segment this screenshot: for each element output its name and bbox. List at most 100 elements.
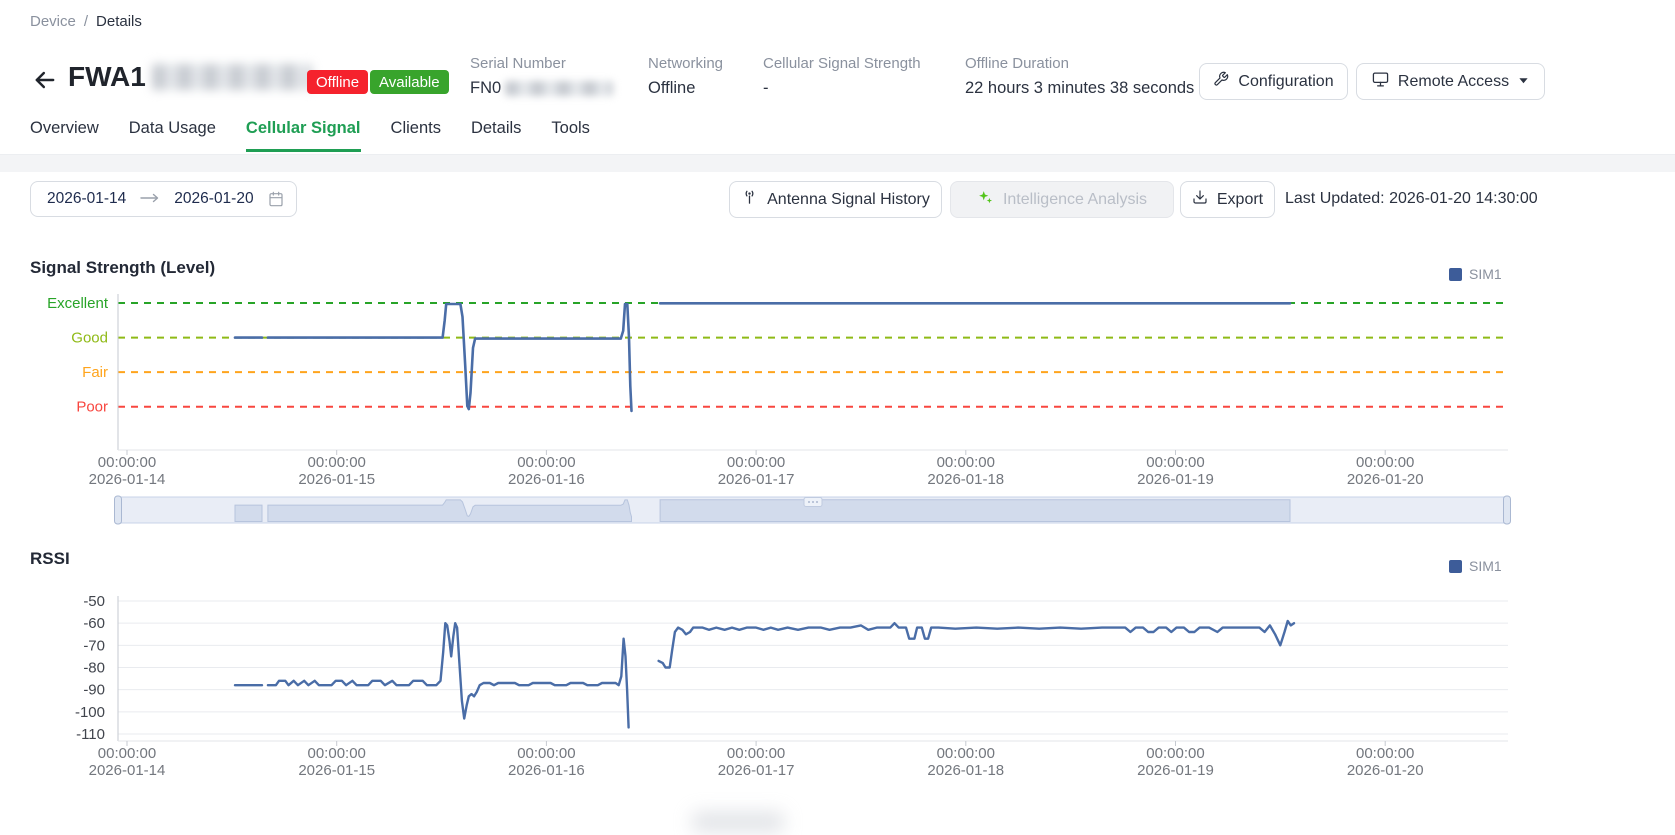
rssi-chart: -50 -60 -70 -80 -90 -100 -110: [75, 593, 1508, 743]
svg-text:2026-01-15: 2026-01-15: [298, 471, 375, 488]
antenna-icon: [741, 189, 758, 211]
tab-clients[interactable]: Clients: [390, 119, 441, 137]
sim1-rssi-series: [266, 622, 630, 729]
status-badge-offline: Offline: [307, 70, 369, 94]
sim1-level-series: [266, 302, 633, 413]
device-name-masked: [151, 64, 312, 90]
legend-swatch-sim1: [1449, 267, 1462, 281]
tab-cellular-signal[interactable]: Cellular Signal: [245, 119, 361, 152]
date-start-value[interactable]: 2026-01-14: [47, 190, 127, 207]
svg-text:2026-01-18: 2026-01-18: [927, 471, 1004, 488]
wrench-icon: [1213, 71, 1229, 92]
calendar-icon: [268, 191, 284, 207]
legend-swatch-sim1: [1449, 559, 1462, 573]
rssi-ytick: -50: [83, 593, 105, 610]
svg-text:00:00:00: 00:00:00: [308, 454, 366, 471]
rssi-ytick: -60: [83, 615, 105, 632]
svg-text:00:00:00: 00:00:00: [98, 745, 156, 762]
svg-text:2026-01-17: 2026-01-17: [718, 762, 795, 779]
svg-text:2026-01-16: 2026-01-16: [508, 471, 585, 488]
tabs-divider: [0, 154, 1675, 155]
cellular-signal-strength-label: Cellular Signal Strength: [763, 55, 921, 72]
svg-text:00:00:00: 00:00:00: [1146, 745, 1204, 762]
remote-access-button-label: Remote Access: [1397, 72, 1510, 90]
intelligence-analysis-button[interactable]: Intelligence Analysis: [950, 181, 1174, 218]
last-updated-text: Last Updated: 2026-01-20 14:30:00: [1285, 190, 1538, 207]
info-serial-number: Serial Number FN0: [470, 55, 614, 98]
svg-text:00:00:00: 00:00:00: [727, 745, 785, 762]
arrow-left-icon: [31, 71, 59, 98]
svg-text:2026-01-19: 2026-01-19: [1137, 762, 1214, 779]
tab-tools[interactable]: Tools: [551, 119, 590, 137]
rssi-chart-title: RSSI: [30, 549, 70, 568]
svg-text:00:00:00: 00:00:00: [98, 454, 156, 471]
rssi-ytick: -100: [75, 704, 105, 721]
back-button[interactable]: [31, 66, 59, 94]
serial-number-label: Serial Number: [470, 55, 566, 72]
antenna-signal-history-button[interactable]: Antenna Signal History: [729, 181, 942, 218]
brush-center-grip[interactable]: [803, 497, 823, 507]
device-name-prefix: FWA1: [68, 61, 146, 92]
section-strip: [0, 155, 1675, 172]
tab-details[interactable]: Details: [470, 119, 522, 137]
remote-access-button[interactable]: Remote Access: [1356, 63, 1545, 100]
signal-level-chart-title: Signal Strength (Level): [30, 258, 216, 277]
download-icon: [1192, 189, 1208, 210]
serial-number-masked: [505, 81, 614, 96]
ytick-fair: Fair: [82, 364, 108, 381]
status-badge-available: Available: [370, 70, 449, 94]
svg-text:2026-01-15: 2026-01-15: [298, 762, 375, 779]
breadcrumb-device[interactable]: Device: [30, 13, 76, 30]
info-networking: Networking Offline: [648, 55, 723, 98]
ytick-excellent: Excellent: [47, 295, 109, 312]
monitor-icon: [1372, 71, 1389, 93]
brush-data-shadow: [659, 499, 1291, 522]
svg-text:2026-01-20: 2026-01-20: [1347, 471, 1424, 488]
offline-duration-label: Offline Duration: [965, 55, 1069, 72]
legend-label-sim1: SIM1: [1469, 558, 1502, 574]
svg-text:00:00:00: 00:00:00: [937, 745, 995, 762]
date-range-picker[interactable]: 2026-01-14 2026-01-20: [30, 181, 297, 217]
tab-overview[interactable]: Overview: [30, 119, 99, 137]
ytick-good: Good: [71, 330, 108, 347]
info-offline-duration: Offline Duration 22 hours 3 minutes 38 s…: [965, 55, 1194, 98]
networking-value: Offline: [648, 79, 696, 97]
cellular-signal-strength-value: -: [763, 79, 769, 97]
brush-handle-left[interactable]: [114, 495, 122, 525]
sim1-rssi-series: [657, 619, 1296, 669]
brush-data-shadow: [234, 504, 263, 522]
caret-down-icon: [1518, 73, 1529, 91]
date-end-value[interactable]: 2026-01-20: [174, 190, 254, 207]
rssi-ytick: -70: [83, 637, 105, 654]
configuration-button[interactable]: Configuration: [1199, 63, 1348, 100]
rssi-ytick: -90: [83, 682, 105, 699]
breadcrumb: Device / Details: [30, 13, 142, 30]
svg-text:00:00:00: 00:00:00: [1356, 745, 1414, 762]
export-button[interactable]: Export: [1180, 181, 1275, 218]
svg-text:00:00:00: 00:00:00: [727, 454, 785, 471]
rssi-chart-legend[interactable]: SIM1: [1449, 558, 1502, 574]
serial-number-value: FN0: [470, 79, 614, 98]
svg-text:00:00:00: 00:00:00: [517, 454, 575, 471]
rssi-ytick: -110: [76, 726, 105, 743]
networking-label: Networking: [648, 55, 724, 72]
svg-text:2026-01-14: 2026-01-14: [89, 762, 166, 779]
svg-text:2026-01-20: 2026-01-20: [1347, 762, 1424, 779]
signal-level-chart: Excellent Good Fair Poor: [47, 294, 1508, 450]
svg-text:2026-01-16: 2026-01-16: [508, 762, 585, 779]
svg-text:00:00:00: 00:00:00: [1356, 454, 1414, 471]
rssi-x-axis: 00:00:002026-01-1400:00:002026-01-1500:0…: [89, 740, 1508, 779]
tab-data-usage[interactable]: Data Usage: [128, 119, 216, 137]
svg-text:2026-01-18: 2026-01-18: [927, 762, 1004, 779]
legend-label-sim1: SIM1: [1469, 266, 1502, 282]
brush-handle-right[interactable]: [1503, 495, 1511, 525]
svg-text:00:00:00: 00:00:00: [937, 454, 995, 471]
info-cellular-signal-strength: Cellular Signal Strength -: [763, 55, 921, 98]
brush-data-shadow: [267, 499, 632, 522]
configuration-button-label: Configuration: [1238, 72, 1334, 90]
svg-text:2026-01-17: 2026-01-17: [718, 471, 795, 488]
rssi-ytick: -80: [83, 660, 105, 677]
signal-level-chart-legend[interactable]: SIM1: [1449, 266, 1502, 282]
datazoom-brush[interactable]: [114, 495, 1511, 525]
